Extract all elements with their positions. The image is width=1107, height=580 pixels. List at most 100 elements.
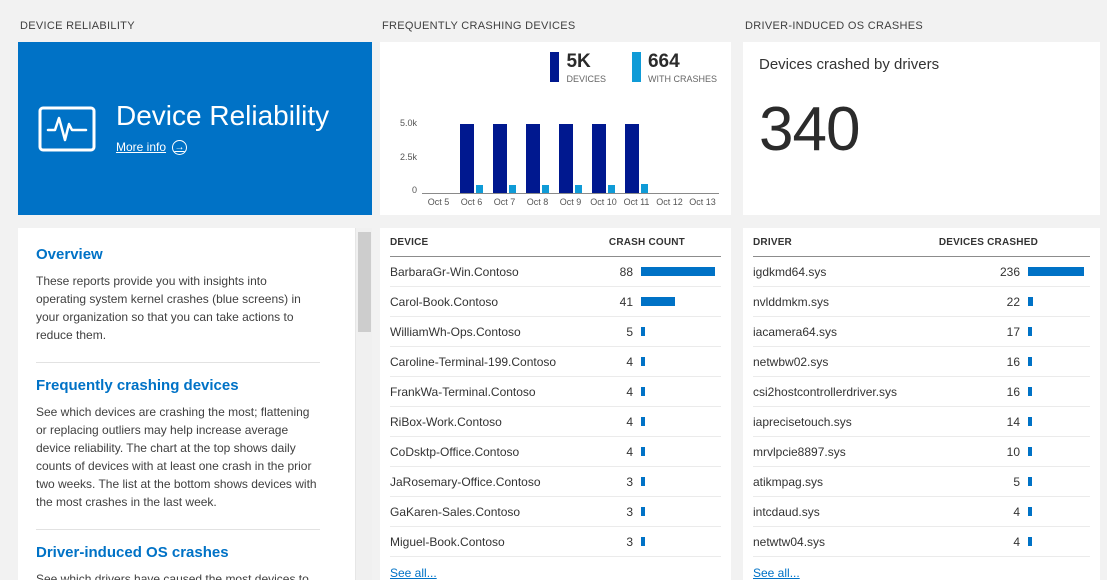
column-header-device: DEVICE (390, 236, 429, 248)
row-value: 14 (1006, 414, 1020, 429)
table-row[interactable]: csi2hostcontrollerdriver.sys 16 (753, 377, 1090, 407)
more-info-link[interactable]: More info → (116, 139, 188, 155)
row-label: JaRosemary-Office.Contoso (390, 474, 541, 489)
row-value: 41 (619, 294, 633, 309)
column-header-driver: DRIVER (753, 236, 792, 248)
section-title: Overview (36, 246, 103, 263)
legend-with-crashes: 664 WITH CRASHES (631, 51, 717, 84)
table-row[interactable]: mrvlpcie8897.sys 10 (753, 437, 1090, 467)
devices-bar (526, 123, 540, 193)
row-value: 88 (619, 264, 633, 279)
table-row[interactable]: WilliamWh-Ops.Contoso 5 (390, 317, 721, 347)
row-value: 16 (1006, 384, 1020, 399)
row-label: GaKaren-Sales.Contoso (390, 504, 521, 519)
column-header-driver-induced: DRIVER-INDUCED OS CRASHES (745, 20, 924, 32)
chart-bar-group (554, 118, 587, 193)
table-row[interactable]: Caroline-Terminal-199.Contoso 4 (390, 347, 721, 377)
with-crashes-bar (641, 183, 648, 193)
row-label: netwtw04.sys (753, 534, 826, 549)
drivers-see-all-link[interactable]: See all... (753, 566, 800, 580)
legend-devices: 5K DEVICES (550, 52, 606, 84)
table-row[interactable]: intcdaud.sys 4 (753, 497, 1090, 527)
driver-crashes-stat-panel[interactable]: Devices crashed by drivers 340 (743, 42, 1100, 215)
legend-value: 664 (647, 51, 680, 72)
legend-label: DEVICES (566, 74, 606, 84)
reliability-monitor-icon (38, 106, 96, 151)
table-row[interactable]: BarbaraGr-Win.Contoso 88 (390, 257, 721, 287)
row-label: intcdaud.sys (753, 504, 820, 519)
row-value: 4 (626, 444, 633, 459)
chart-bar-group (455, 118, 488, 193)
row-value-bar (641, 327, 721, 336)
row-value-bar (1028, 447, 1090, 456)
devices-bar (460, 123, 474, 193)
table-row[interactable]: netwbw02.sys 16 (753, 347, 1090, 377)
tile-text: Device Reliability More info → (116, 100, 329, 156)
table-row[interactable]: nvlddmkm.sys 22 (753, 287, 1090, 317)
section-text: See which drivers have caused the most d… (36, 572, 309, 580)
row-value-bar (641, 267, 721, 276)
table-row[interactable]: GaKaren-Sales.Contoso 3 (390, 497, 721, 527)
chart-bar-group (620, 118, 653, 193)
legend-value: 5K (566, 51, 591, 72)
row-value: 16 (1006, 354, 1020, 369)
table-row[interactable]: FrankWa-Terminal.Contoso 4 (390, 377, 721, 407)
chart-bar-group (488, 118, 521, 193)
row-label: Carol-Book.Contoso (390, 294, 499, 309)
y-axis: 5.0k 2.5k 0 (392, 118, 422, 195)
chart-bar-group (653, 118, 686, 193)
table-row[interactable]: JaRosemary-Office.Contoso 3 (390, 467, 721, 497)
with-crashes-bar (542, 185, 549, 193)
x-axis-label: Oct 6 (460, 197, 483, 207)
section-text: See which devices are crashing the most;… (36, 405, 317, 509)
chart-bar-group (521, 118, 554, 193)
row-value-bar (1028, 387, 1090, 396)
x-axis-label: Oct 12 (656, 197, 683, 207)
row-label: netwbw02.sys (753, 354, 829, 369)
row-value: 4 (626, 414, 633, 429)
table-row[interactable]: igdkmd64.sys 236 (753, 257, 1090, 287)
devices-table-header: DEVICE CRASH COUNT (390, 228, 721, 257)
scrollbar-thumb[interactable] (358, 232, 371, 332)
vertical-scrollbar[interactable] (355, 228, 372, 580)
table-row[interactable]: iaprecisetouch.sys 14 (753, 407, 1090, 437)
legend-swatch-dark (550, 52, 560, 82)
row-value-bar (1028, 267, 1090, 276)
row-value: 17 (1006, 324, 1020, 339)
table-row[interactable]: iacamera64.sys 17 (753, 317, 1090, 347)
x-axis-label: Oct 10 (590, 197, 617, 207)
with-crashes-bar (509, 184, 516, 193)
table-row[interactable]: RiBox-Work.Contoso 4 (390, 407, 721, 437)
x-axis-label: Oct 8 (526, 197, 549, 207)
reliability-column: DEVICE RELIABILITY Device Reliability Mo… (18, 14, 372, 580)
row-value-bar (641, 477, 721, 486)
section-title: Driver-induced OS crashes (36, 544, 229, 561)
row-label: CoDsktp-Office.Contoso (390, 444, 520, 459)
row-value-bar (641, 297, 721, 306)
table-row[interactable]: Carol-Book.Contoso 41 (390, 287, 721, 317)
row-value-bar (1028, 477, 1090, 486)
with-crashes-bar (608, 184, 615, 193)
with-crashes-bar (575, 184, 582, 193)
column-header-crash-count: CRASH COUNT (608, 236, 685, 248)
table-row[interactable]: Miguel-Book.Contoso 3 (390, 527, 721, 557)
row-value: 4 (1013, 534, 1020, 549)
legend-label: WITH CRASHES (647, 74, 717, 84)
table-row[interactable]: atikmpag.sys 5 (753, 467, 1090, 497)
row-value: 10 (1006, 444, 1020, 459)
row-value-bar (1028, 297, 1090, 306)
table-row[interactable]: netwtw04.sys 4 (753, 527, 1090, 557)
devices-see-all-link[interactable]: See all... (390, 566, 437, 580)
devices-crashed-total: 340 (759, 95, 860, 164)
section-title: Frequently crashing devices (36, 377, 239, 394)
device-reliability-tile[interactable]: Device Reliability More info → (18, 42, 372, 215)
crashing-devices-column: FREQUENTLY CRASHING DEVICES 5K DEVICES 6… (380, 14, 731, 580)
x-axis-label: Oct 7 (493, 197, 516, 207)
row-value-bar (1028, 357, 1090, 366)
section-frequently-crashing: Frequently crashing devices See which de… (36, 363, 320, 530)
devices-table-panel: DEVICE CRASH COUNT BarbaraGr-Win.Contoso… (380, 228, 731, 580)
table-row[interactable]: CoDsktp-Office.Contoso 4 (390, 437, 721, 467)
row-value: 236 (999, 264, 1020, 279)
devices-bar (559, 123, 573, 193)
row-label: igdkmd64.sys (753, 264, 827, 279)
